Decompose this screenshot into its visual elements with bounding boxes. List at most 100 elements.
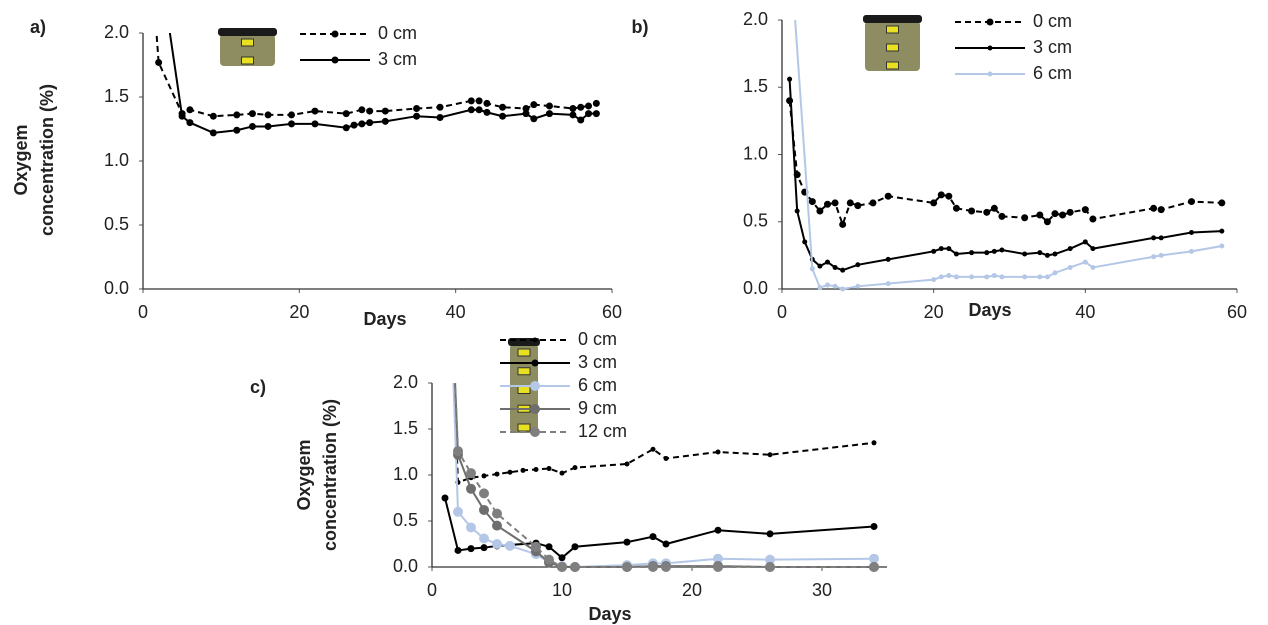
data-point [816,207,824,215]
data-point [931,277,937,283]
legend-marker [331,30,339,38]
data-point [825,259,830,265]
data-point [358,106,366,114]
data-point [984,274,990,280]
x-tick-label: 20 [924,302,944,322]
data-point [209,129,217,137]
y-axis-label: concentration (%) [320,399,340,551]
data-point [991,248,997,254]
data-point [1089,215,1097,223]
data-point [571,543,579,551]
data-point [545,110,553,118]
data-point [1219,243,1225,249]
data-point [871,440,877,446]
sensor-icon [886,43,899,52]
data-point [998,212,1006,220]
data-point [264,122,272,130]
data-point [1052,251,1058,257]
y-tick-label: 1.0 [743,143,768,163]
data-point [840,286,846,292]
data-point [520,467,526,473]
y-axis-label: Oxygem [294,439,314,510]
data-point [794,208,800,214]
data-point [366,107,374,115]
data-point [466,483,476,494]
jar-icon [220,34,275,66]
x-tick-label: 0 [427,580,437,600]
legend-marker [530,427,540,437]
data-point [1067,264,1073,270]
data-point [1036,211,1044,219]
data-point [817,263,823,269]
legend-label: 3 cm [1033,37,1072,57]
data-point [530,101,538,109]
series-line [452,383,875,484]
data-point [787,76,793,82]
data-point [622,562,632,572]
data-point [1081,206,1089,214]
data-point [953,251,959,257]
data-point [366,119,374,127]
legend-label: 0 cm [578,329,617,349]
x-tick-label: 60 [602,302,622,322]
data-point [817,285,823,291]
data-point [825,282,830,288]
data-point [983,208,991,216]
data-point [475,97,483,105]
data-point [1052,270,1058,276]
data-point [840,267,846,273]
data-point [546,466,552,472]
sensor-icon [517,367,531,376]
panel-label: a) [30,17,46,37]
x-axis-label: Days [968,300,1011,320]
x-tick-label: 40 [446,302,466,322]
legend-marker [987,45,993,51]
y-tick-label: 2.0 [104,22,129,42]
data-point [436,103,444,111]
legend-marker [530,404,540,414]
data-point [557,562,567,572]
legend-marker [987,71,993,77]
y-axis-label: Oxygem [11,124,31,195]
data-point [1051,210,1059,218]
plot-area [441,383,879,572]
data-point [1219,228,1225,234]
legend-marker [986,18,994,26]
legend-label: 3 cm [578,352,617,372]
y-tick-label: 1.5 [393,418,418,438]
legend-label: 9 cm [578,398,617,418]
data-point [623,538,631,546]
data-point [533,466,539,472]
data-point [155,58,163,66]
data-point [969,274,975,280]
data-point [650,446,656,452]
data-point [1082,259,1088,265]
data-point [786,97,794,105]
data-point [1043,218,1051,226]
data-point [467,106,475,114]
data-point [441,494,449,502]
data-point [1188,198,1195,206]
y-tick-label: 1.0 [393,464,418,484]
legend-label: 6 cm [578,375,617,395]
data-point [507,469,513,475]
data-point [649,533,657,541]
data-point [832,283,838,289]
sensor-icon [241,38,254,47]
data-point [1067,246,1073,252]
data-point [855,262,861,268]
x-tick-label: 20 [289,302,309,322]
data-point [492,520,502,531]
data-point [466,522,476,533]
data-point [1218,199,1226,207]
data-point [531,541,541,552]
data-point [585,102,593,110]
data-point [648,562,658,572]
data-point [802,239,808,245]
data-point [248,110,256,118]
panel: a) Days Oxygem concentration (%) 0.0 0.5 1.0 1.… [11,17,622,329]
data-point [381,117,389,125]
data-point [577,116,585,124]
data-point [569,105,577,113]
data-point [479,504,489,515]
